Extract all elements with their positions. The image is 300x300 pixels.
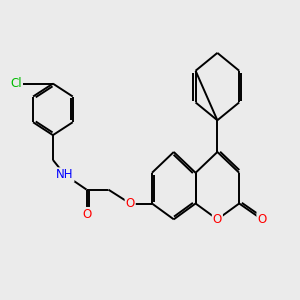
Text: O: O	[82, 208, 91, 221]
Text: O: O	[257, 213, 267, 226]
Text: O: O	[126, 197, 135, 210]
Text: NH: NH	[56, 168, 74, 181]
Text: Cl: Cl	[11, 77, 22, 90]
Text: O: O	[213, 213, 222, 226]
